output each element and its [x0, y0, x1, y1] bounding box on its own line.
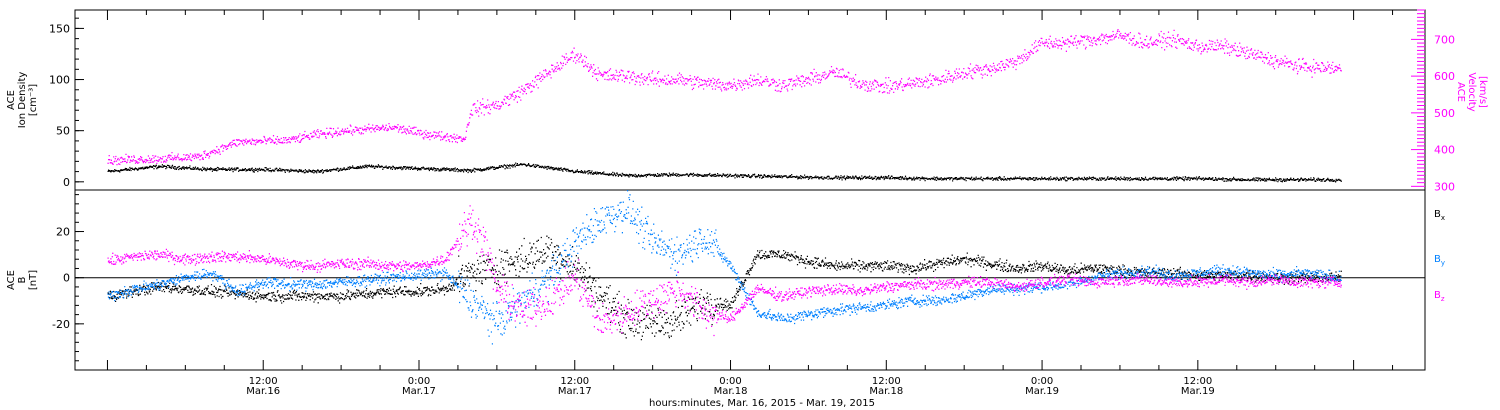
- y-tick-label: 150: [49, 22, 70, 35]
- legend-bx: Bx: [1434, 209, 1445, 222]
- legend-bz: Bz: [1434, 290, 1445, 303]
- x-tick-label-date: Mar.17: [558, 386, 592, 397]
- legend-by: By: [1434, 254, 1445, 267]
- x-tick-label-date: Mar.17: [402, 386, 436, 397]
- y2-tick-label: 600: [1434, 70, 1455, 83]
- y-tick-label: -20: [52, 318, 70, 331]
- x-tick-label-date: Mar.16: [246, 386, 280, 397]
- x-tick-label-time: 12:00: [1183, 376, 1212, 387]
- x-axis-label: hours:minutes, Mar. 16, 2015 - Mar. 19, …: [649, 398, 875, 409]
- x-tick-label-time: 12:00: [249, 376, 278, 387]
- series-ion-density: [107, 162, 1342, 183]
- x-tick-label-date: Mar.18: [714, 386, 748, 397]
- y2-tick-label: 400: [1434, 144, 1455, 157]
- time-axis: 12:00Mar.160:00Mar.1712:00Mar.170:00Mar.…: [106, 10, 1394, 397]
- y-tick-label: 50: [56, 125, 70, 138]
- top-panel-density-velocity: 0 50 100 150 ACEIon Density[cm⁻³] 300 400 500 60…: [6, 9, 1488, 193]
- y-axis-label: ACEB[nT]: [6, 270, 39, 290]
- y2-tick-label: 700: [1434, 33, 1455, 46]
- y-tick-label: 0: [63, 272, 70, 285]
- series-points: [107, 29, 1342, 166]
- x-tick-label-date: Mar.19: [1025, 386, 1059, 397]
- series-bz: [107, 205, 1342, 337]
- y-axis-label: ACEIon Density[cm⁻³]: [6, 72, 39, 129]
- panel-frame: [74, 9, 1426, 191]
- series-points: [107, 205, 1342, 337]
- series-bx: [107, 235, 1342, 341]
- series-points: [107, 190, 1342, 345]
- bottom-panel-magnetic-field: -20 0 20 ACEB[nT] Bx By Bz: [6, 189, 1445, 371]
- x-tick-label-date: Mar.19: [1181, 386, 1215, 397]
- x-tick-label-time: 12:00: [872, 376, 901, 387]
- x-tick-label-time: 0:00: [408, 376, 430, 387]
- x-tick-label-time: 0:00: [1031, 376, 1053, 387]
- y2-tick-label: 300: [1434, 180, 1455, 193]
- y2-tick-label: 500: [1434, 107, 1455, 120]
- series-by: [107, 190, 1342, 345]
- series-points: [107, 162, 1342, 183]
- panel-frame: [74, 189, 1426, 371]
- y-tick-label: 20: [56, 226, 70, 239]
- series-points: [107, 235, 1342, 341]
- x-tick-label-time: 12:00: [560, 376, 589, 387]
- y2-axis-label: ACEVelocity[km/s]: [1455, 72, 1488, 111]
- x-tick-label-time: 0:00: [719, 376, 741, 387]
- y-tick-label: 0: [63, 176, 70, 189]
- y-tick-label: 100: [49, 74, 70, 87]
- x-tick-label-date: Mar.18: [869, 386, 903, 397]
- series-velocity: [107, 29, 1342, 166]
